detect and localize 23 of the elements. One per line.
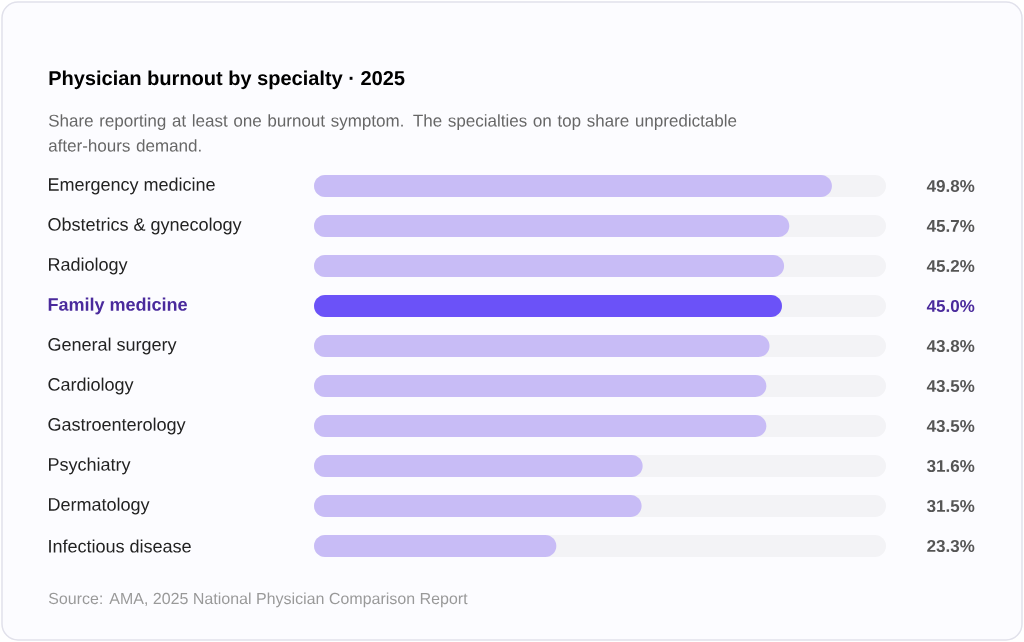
y-tick-label: Gastroenterology xyxy=(48,417,186,435)
data-label: 43.8% xyxy=(926,339,975,353)
y-tick-label: Psychiatry xyxy=(49,457,131,475)
data-label: 43.5% xyxy=(926,379,975,393)
chart-title: Physician burnout by specialty · 2025 xyxy=(49,70,405,90)
y-tick-label: Cardiology xyxy=(48,377,134,395)
y-tick-label: General surgery xyxy=(48,337,177,355)
data-label: 23.3% xyxy=(927,539,975,553)
data-label: 43.5% xyxy=(926,419,975,433)
y-tick-label: Radiology xyxy=(49,257,128,275)
y-tick-label: Family medicine xyxy=(48,297,187,315)
data-label: 45.0% xyxy=(926,299,975,313)
y-tick-label: Obstetrics & gynecology xyxy=(48,217,242,235)
y-tick-label: Emergency medicine xyxy=(49,177,215,195)
y-tick-label: Infectious disease xyxy=(49,539,191,553)
y-tick-label: Dermatology xyxy=(49,497,150,515)
data-label: 31.6% xyxy=(927,459,975,473)
data-label: 45.7% xyxy=(926,220,975,232)
data-label: 49.8% xyxy=(926,179,975,193)
source-note: Source: AMA, 2025 National Physician Comparison Report xyxy=(48,592,468,608)
data-label: 31.5% xyxy=(927,499,975,513)
chart-subtitle: Share reporting at least one burnout symptom. The specialties on top share unpredictable after-hours demand. xyxy=(48,114,737,152)
data-label: 45.2% xyxy=(926,259,975,273)
